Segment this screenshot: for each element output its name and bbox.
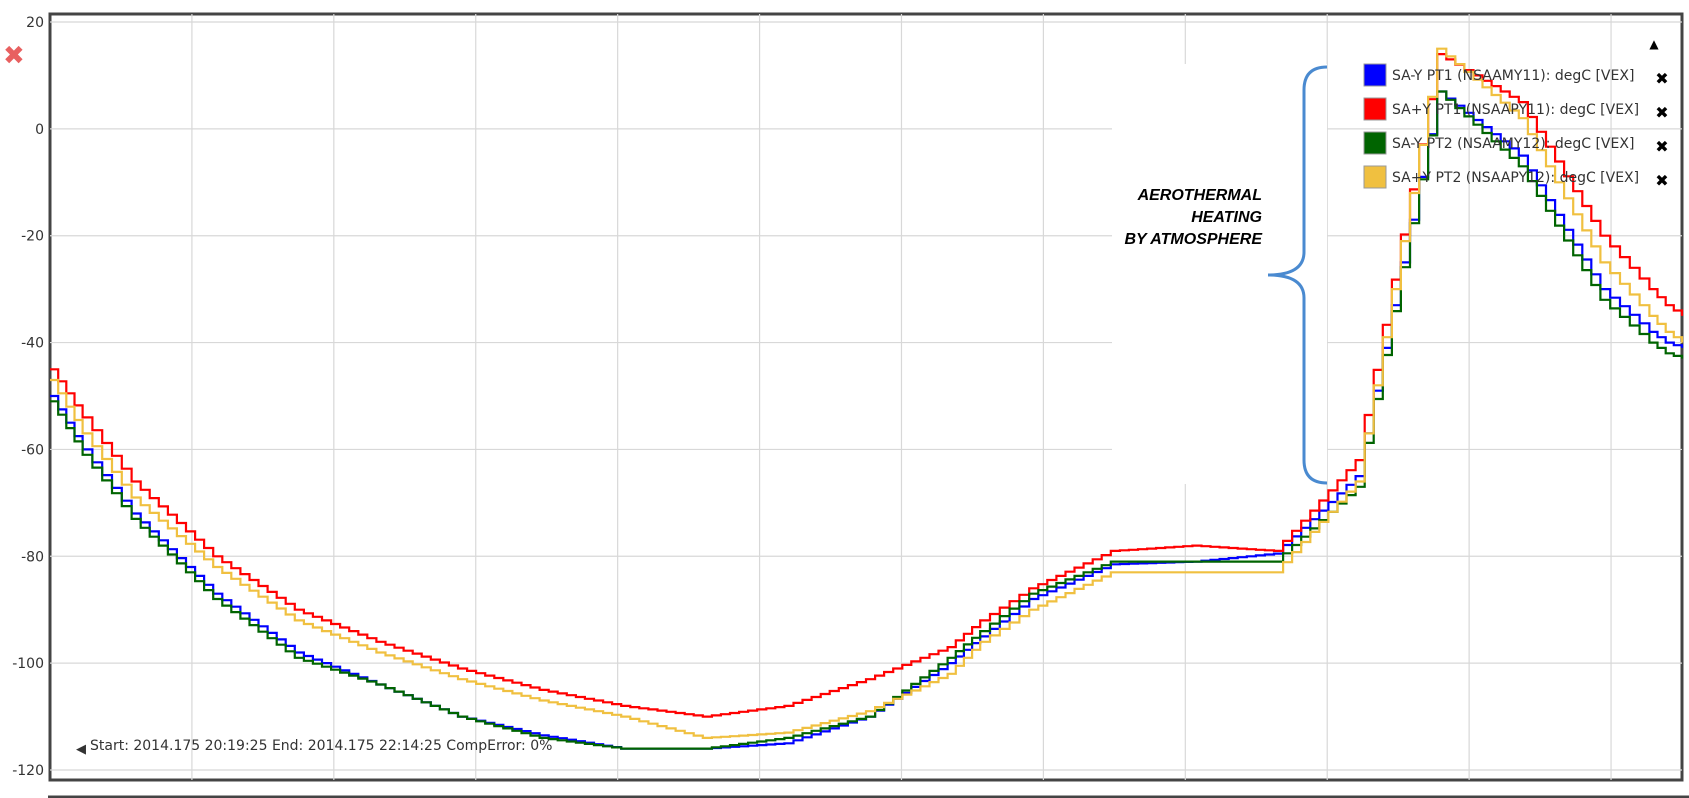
plot-area [48, 12, 1684, 782]
annotation-line-1: AEROTHERMAL [1137, 187, 1262, 204]
y-tick-label: -20 [21, 229, 44, 245]
legend-swatch [1363, 165, 1387, 189]
remove-series-icon[interactable]: ✖ [1655, 137, 1668, 156]
y-tick-label: -120 [12, 763, 44, 779]
legend-swatch [1363, 131, 1387, 155]
series-line-4 [50, 47, 1684, 739]
series-lines [50, 47, 1684, 750]
y-tick-label: -40 [21, 336, 44, 352]
annotation-text: AEROTHERMAL HEATING BY ATMOSPHERE [1125, 187, 1264, 248]
annotation-line-2: HEATING [1191, 209, 1262, 226]
legend-swatch [1363, 63, 1387, 87]
collapse-up-icon[interactable]: ▲ [1649, 37, 1659, 51]
legend: SA-Y PT1 (NSAAMY11): degC [VEX] ✖ SA+Y PT1… [1363, 63, 1669, 190]
remove-series-icon[interactable]: ✖ [1655, 103, 1668, 122]
status-text: Start: 2014.175 20:19:25 End: 2014.175 2… [90, 738, 552, 754]
series-line-2 [50, 53, 1684, 718]
y-tick-label: -100 [12, 656, 44, 672]
y-tick-label: -60 [21, 442, 44, 458]
remove-series-icon[interactable]: ✖ [1655, 171, 1668, 190]
close-icon[interactable]: ✖ [3, 41, 25, 71]
y-tick-label: 0 [35, 122, 44, 138]
annotation-backdrop [1112, 64, 1327, 484]
y-tick-label: 20 [26, 15, 44, 31]
y-tick-label: -80 [21, 549, 44, 565]
remove-series-icon[interactable]: ✖ [1655, 69, 1668, 88]
grid-lines [50, 14, 1682, 780]
caret-left-icon[interactable]: ◀ [76, 742, 86, 757]
legend-swatch [1363, 97, 1387, 121]
legend-label: SA+Y PT2 (NSAAPY12): degC [VEX] [1392, 170, 1639, 186]
series-line-3 [50, 90, 1684, 750]
legend-label: SA-Y PT2 (NSAAMY12): degC [VEX] [1392, 136, 1634, 152]
y-axis-ticks: 20 0 -20 -40 -60 -80 -100 -120 [12, 15, 44, 779]
legend-label: SA+Y PT1 (NSAAPY11): degC [VEX] [1392, 102, 1639, 118]
annotation-line-3: BY ATMOSPHERE [1125, 231, 1264, 248]
annotation-bracket [1267, 65, 1328, 485]
legend-label: SA-Y PT1 (NSAAMY11): degC [VEX] [1392, 68, 1634, 84]
